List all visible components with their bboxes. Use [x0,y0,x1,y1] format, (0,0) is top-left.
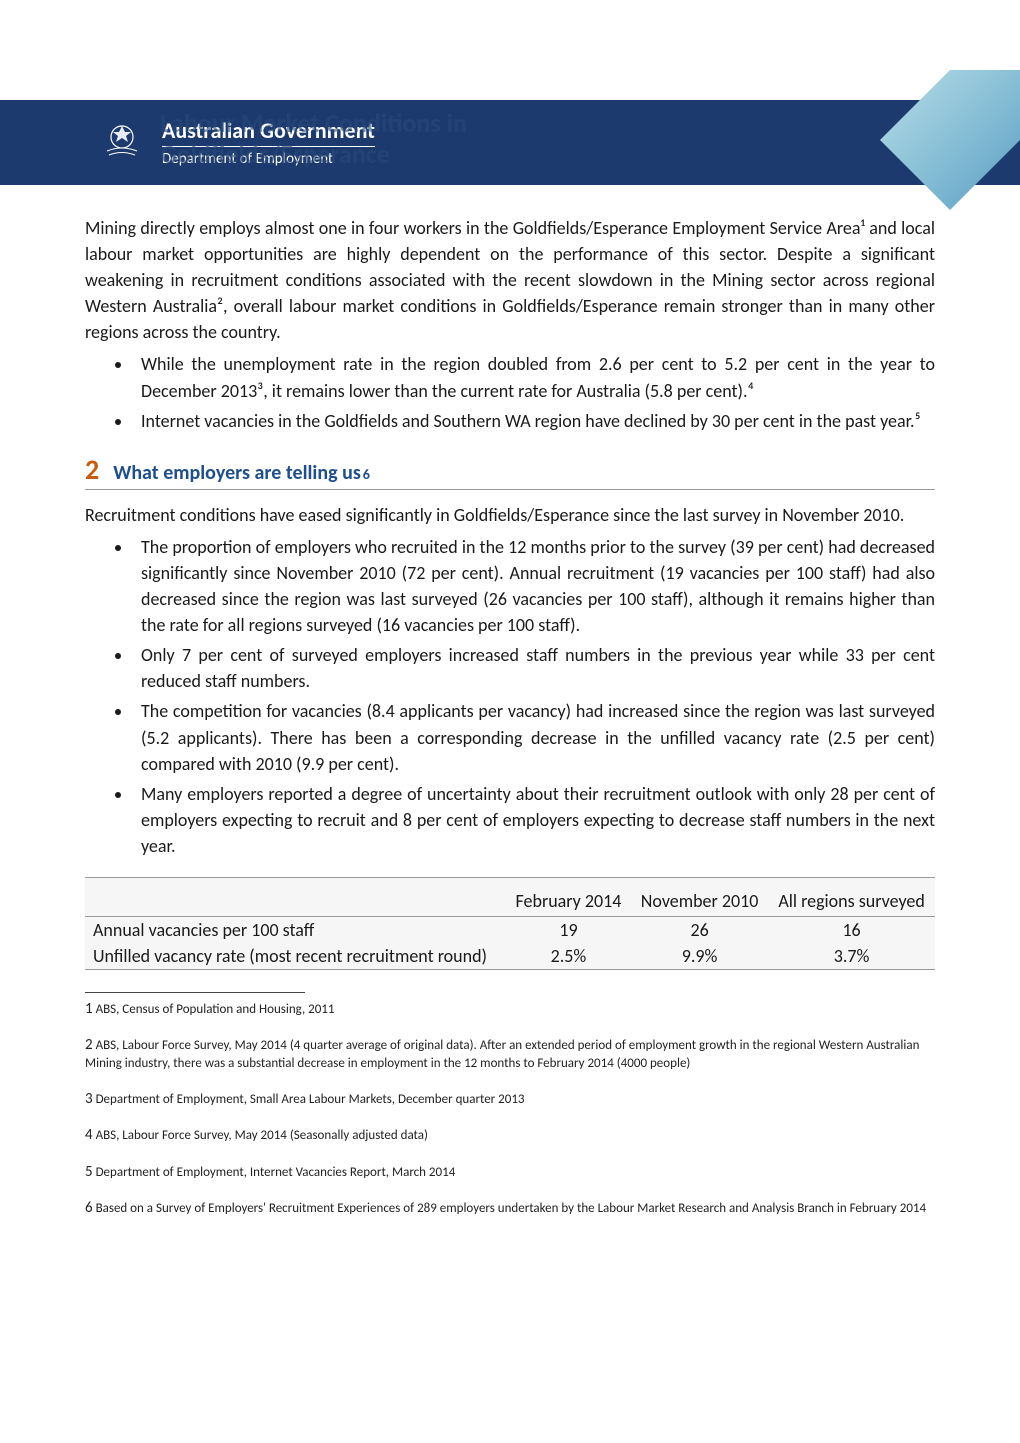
header-overlay: Labour Market Conditions in Goldfields/E… [160,108,467,170]
cell: 19 [506,916,631,943]
table-header-row: February 2014 November 2010 All regions … [85,886,935,917]
cell: 3.7% [768,943,935,969]
cell: 2.5% [506,943,631,969]
footnote-rule [85,992,305,993]
list-item: Many employers reported a degree of unce… [133,781,935,859]
col-nov2010: November 2010 [631,886,768,917]
intro-bullets: While the unemployment rate in the regio… [85,351,935,433]
cell: 16 [768,916,935,943]
section-number: 2 [85,452,99,487]
cell: Annual vacancies per 100 staff [85,916,506,943]
footnote-6: 6 Based on a Survey of Employers' Recrui… [85,1198,935,1218]
section-2-heading: 2 What employers are telling us 6 [85,452,935,490]
overlay-l1: Labour Market Conditions in [160,108,467,139]
list-item: Only 7 per cent of surveyed employers in… [133,642,935,694]
table-row: Unfilled vacancy rate (most recent recru… [85,943,935,969]
header-banner: Australian Government Department of Empl… [0,100,1020,185]
cell: 26 [631,916,768,943]
section-title: What employers are telling us [113,461,361,485]
footnote-3: 3 Department of Employment, Small Area L… [85,1089,935,1109]
list-item: While the unemployment rate in the regio… [133,351,935,403]
footnote-5: 5 Department of Employment, Internet Vac… [85,1162,935,1182]
cell: 9.9% [631,943,768,969]
table-row: Annual vacancies per 100 staff 19 26 16 [85,916,935,943]
data-table: February 2014 November 2010 All regions … [85,886,935,969]
data-table-wrap: February 2014 November 2010 All regions … [85,877,935,970]
section2-bullets: The proportion of employers who recruite… [85,534,935,859]
list-item: The competition for vacancies (8.4 appli… [133,698,935,776]
section-sup: 6 [363,466,370,483]
col-feb2014: February 2014 [506,886,631,917]
overlay-l2: Goldfields/Esperance [160,139,467,170]
footnote-1: 1 ABS, Census of Population and Housing,… [85,999,935,1019]
list-item: Internet vacancies in the Goldfields and… [133,408,935,434]
section2-para: Recruitment conditions have eased signif… [85,502,935,528]
cell: Unfilled vacancy rate (most recent recru… [85,943,506,969]
crest-icon [95,115,150,170]
col-blank [85,886,506,917]
footnote-4: 4 ABS, Labour Force Survey, May 2014 (Se… [85,1125,935,1145]
footnote-2: 2 ABS, Labour Force Survey, May 2014 (4 … [85,1035,935,1073]
col-allregions: All regions surveyed [768,886,935,917]
content-area: Mining directly employs almost one in fo… [0,185,1020,1274]
footnotes: 1 ABS, Census of Population and Housing,… [85,992,935,1218]
list-item: The proportion of employers who recruite… [133,534,935,638]
intro-paragraph: Mining directly employs almost one in fo… [85,215,935,345]
